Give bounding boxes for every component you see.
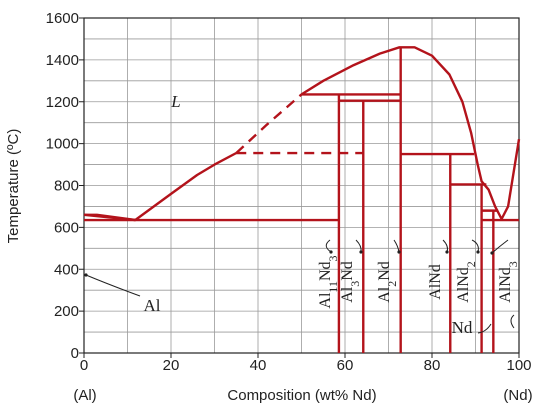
arrow-curve bbox=[491, 239, 509, 254]
axes-frame bbox=[79, 17, 520, 358]
x-tick-label: 20 bbox=[163, 357, 180, 374]
tick-labels: 0 20 40 60 80 1000200400600800100012001400160… bbox=[46, 10, 532, 374]
arrow-curve bbox=[325, 239, 332, 253]
arrowhead-dot bbox=[359, 250, 363, 254]
arrowhead-dot bbox=[490, 251, 494, 255]
arrowhead-dot bbox=[329, 250, 333, 254]
solidus-curve bbox=[84, 213, 136, 222]
x-tick-label: 80 bbox=[424, 357, 441, 374]
compound-label-alnd2: AlNd2 bbox=[455, 261, 478, 303]
x-end-left-label: (Al) bbox=[73, 387, 96, 404]
compound-label-alnd: AlNd bbox=[427, 264, 444, 300]
y-tick-label: 1200 bbox=[46, 94, 79, 111]
x-axis-label: Composition (wt% Nd) bbox=[227, 387, 376, 404]
x-tick-label: 40 bbox=[250, 357, 267, 374]
arrow-curve bbox=[510, 314, 515, 329]
grid bbox=[84, 18, 519, 353]
y-tick-label: 800 bbox=[54, 178, 79, 195]
compound-label-al3nd: Al3Nd bbox=[339, 261, 362, 303]
x-tick-label: 100 bbox=[506, 357, 531, 374]
nd-label: Nd bbox=[452, 318, 473, 337]
compound-label-al2nd: Al2Nd bbox=[376, 261, 399, 303]
y-tick-label: 400 bbox=[54, 261, 79, 278]
y-tick-label: 1600 bbox=[46, 10, 79, 27]
arrowhead-dot bbox=[397, 250, 401, 254]
arrowhead-dot bbox=[84, 273, 88, 277]
x-tick-label: 60 bbox=[337, 357, 354, 374]
y-tick-label: 200 bbox=[54, 303, 79, 320]
y-tick-label: 0 bbox=[71, 345, 79, 362]
arrowhead-dot bbox=[445, 250, 449, 254]
compound-label-alnd3: AlNd3 bbox=[497, 261, 520, 303]
compound-label-al11nd3: Al11Nd3 bbox=[317, 255, 340, 308]
arrow-curve bbox=[477, 323, 492, 334]
y-axis-label: Temperature (ºC) bbox=[5, 129, 22, 244]
arrowhead-dot bbox=[476, 250, 480, 254]
al-label: Al bbox=[144, 296, 161, 315]
phase-boundaries bbox=[83, 46, 521, 353]
liquid-label: L bbox=[170, 92, 180, 111]
liquidus-curve-dashed bbox=[235, 93, 303, 154]
y-tick-label: 600 bbox=[54, 219, 79, 236]
arrow-curve bbox=[85, 274, 141, 297]
y-tick-label: 1400 bbox=[46, 52, 79, 69]
y-tick-label: 1000 bbox=[46, 136, 79, 153]
x-end-right-label: (Nd) bbox=[503, 387, 532, 404]
x-tick-label: 0 bbox=[80, 357, 88, 374]
